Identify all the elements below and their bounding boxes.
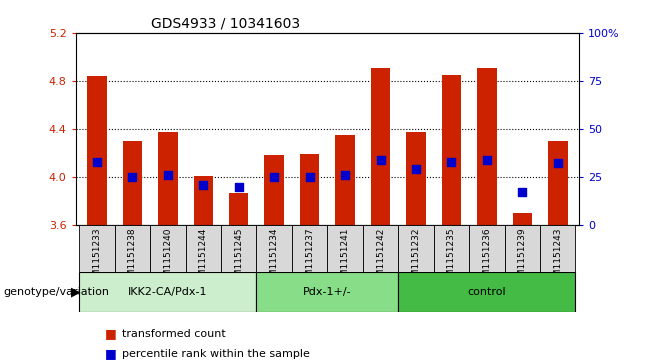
Point xyxy=(482,157,492,163)
Text: GSM1151239: GSM1151239 xyxy=(518,227,527,288)
Text: GSM1151243: GSM1151243 xyxy=(553,227,563,288)
Bar xyxy=(370,68,390,225)
Text: genotype/variation: genotype/variation xyxy=(3,287,109,297)
Bar xyxy=(548,141,567,225)
Point xyxy=(234,184,244,189)
Bar xyxy=(398,272,576,312)
Text: IKK2-CA/Pdx-1: IKK2-CA/Pdx-1 xyxy=(128,287,207,297)
Point xyxy=(163,172,173,178)
Text: GSM1151237: GSM1151237 xyxy=(305,227,314,288)
Text: GSM1151232: GSM1151232 xyxy=(411,227,420,288)
Text: ▶: ▶ xyxy=(71,286,81,299)
Text: GSM1151244: GSM1151244 xyxy=(199,227,208,288)
Bar xyxy=(88,76,107,225)
Point xyxy=(340,172,350,178)
Bar xyxy=(363,225,398,272)
Text: GSM1151234: GSM1151234 xyxy=(270,227,279,288)
Point xyxy=(269,174,280,180)
Text: ■: ■ xyxy=(105,327,117,340)
Text: percentile rank within the sample: percentile rank within the sample xyxy=(122,349,310,359)
Bar xyxy=(477,68,497,225)
Text: Pdx-1+/-: Pdx-1+/- xyxy=(303,287,351,297)
Bar xyxy=(122,141,142,225)
Text: ■: ■ xyxy=(105,347,117,360)
Bar xyxy=(513,213,532,225)
Text: GSM1151233: GSM1151233 xyxy=(92,227,101,288)
Point xyxy=(127,174,138,180)
Bar xyxy=(398,225,434,272)
Text: GSM1151235: GSM1151235 xyxy=(447,227,456,288)
Bar xyxy=(406,132,426,225)
Text: GSM1151236: GSM1151236 xyxy=(482,227,492,288)
Bar xyxy=(186,225,221,272)
Bar xyxy=(114,225,150,272)
Bar xyxy=(336,135,355,225)
Text: GSM1151245: GSM1151245 xyxy=(234,227,243,288)
Point xyxy=(375,157,386,163)
Bar xyxy=(79,272,257,312)
Point xyxy=(517,189,528,195)
Bar xyxy=(79,225,114,272)
Text: GSM1151242: GSM1151242 xyxy=(376,227,385,288)
Point xyxy=(446,159,457,164)
Point xyxy=(91,159,102,164)
Bar xyxy=(221,225,257,272)
Point xyxy=(411,166,421,172)
Bar xyxy=(327,225,363,272)
Bar xyxy=(150,225,186,272)
Bar xyxy=(300,154,319,225)
Bar xyxy=(434,225,469,272)
Text: GSM1151238: GSM1151238 xyxy=(128,227,137,288)
Bar xyxy=(505,225,540,272)
Bar xyxy=(442,75,461,225)
Bar xyxy=(158,132,178,225)
Bar xyxy=(540,225,576,272)
Bar xyxy=(229,193,249,225)
Bar xyxy=(469,225,505,272)
Bar xyxy=(292,225,327,272)
Point xyxy=(198,182,209,188)
Bar xyxy=(257,225,292,272)
Text: GDS4933 / 10341603: GDS4933 / 10341603 xyxy=(151,16,300,30)
Text: GSM1151241: GSM1151241 xyxy=(341,227,349,288)
Text: transformed count: transformed count xyxy=(122,329,226,339)
Bar xyxy=(257,272,398,312)
Point xyxy=(553,160,563,166)
Text: GSM1151240: GSM1151240 xyxy=(163,227,172,288)
Point xyxy=(305,174,315,180)
Bar xyxy=(265,155,284,225)
Text: control: control xyxy=(468,287,506,297)
Bar xyxy=(193,176,213,225)
